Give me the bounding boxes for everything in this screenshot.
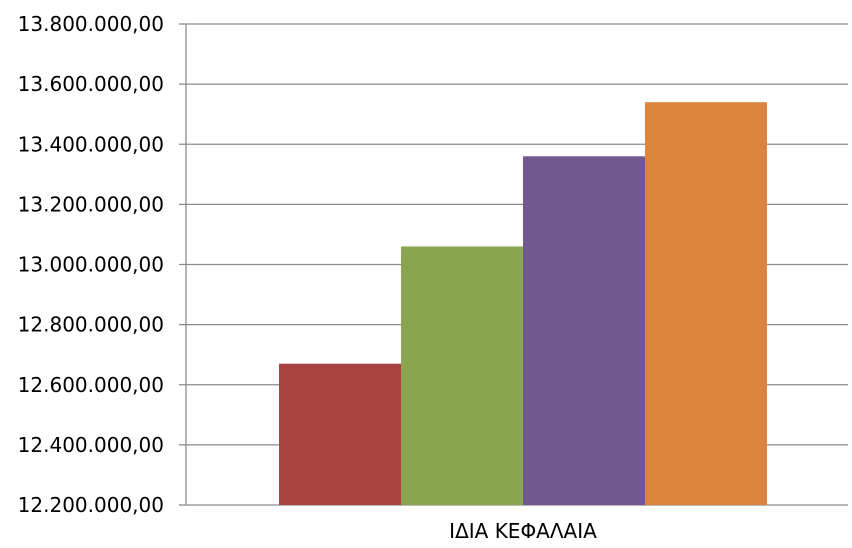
bars (279, 102, 767, 505)
y-tick-label: 12.600.000,00 (18, 373, 164, 397)
bar-series-2 (401, 246, 523, 505)
y-tick-label: 13.800.000,00 (18, 12, 164, 36)
y-tick-label: 13.000.000,00 (18, 253, 164, 277)
y-tick-label: 13.400.000,00 (18, 132, 164, 156)
y-tick-label: 12.400.000,00 (18, 433, 164, 457)
y-axis-tick-labels: 12.200.000,00 12.400.000,00 12.600.000,00 1… (18, 12, 164, 517)
axes (179, 23, 187, 506)
y-tick-label: 13.600.000,00 (18, 72, 164, 96)
bar-series-1 (279, 363, 401, 505)
y-tick-label: 13.200.000,00 (18, 192, 164, 216)
bar-series-4 (645, 102, 767, 505)
y-tick-label: 12.800.000,00 (18, 313, 164, 337)
x-axis-category-labels: ΙΔΙΑ ΚΕΦΑΛΑΙΑ (449, 519, 597, 543)
x-category-label: ΙΔΙΑ ΚΕΦΑΛΑΙΑ (449, 519, 597, 543)
y-tick-label: 12.200.000,00 (18, 493, 164, 517)
bar-series-3 (523, 156, 645, 505)
